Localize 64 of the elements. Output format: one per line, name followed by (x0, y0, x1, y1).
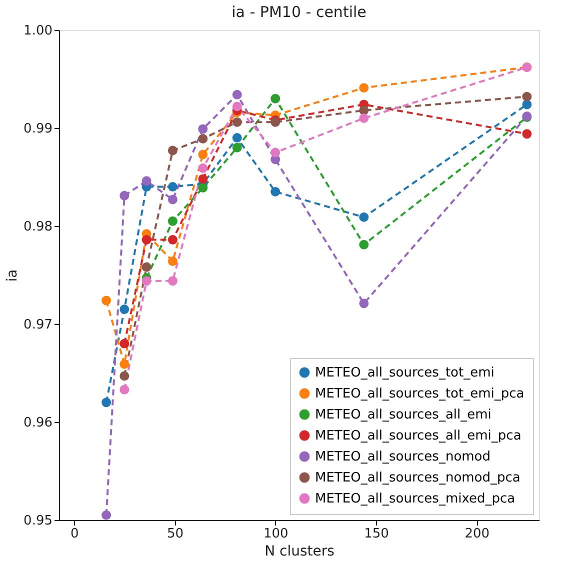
point (168, 256, 178, 266)
y-tick-label: 0.95 (24, 514, 52, 528)
point (198, 183, 208, 193)
y-tick-label: 0.98 (24, 220, 52, 234)
point (120, 384, 130, 394)
legend-label: METEO_all_sources_mixed_pca (315, 492, 516, 506)
x-axis-title: N clusters (264, 544, 334, 560)
point (168, 234, 178, 244)
point (232, 133, 242, 143)
point (198, 174, 208, 184)
point (359, 240, 369, 250)
point (102, 296, 112, 306)
y-tick-label: 0.96 (24, 416, 52, 430)
y-tick-label: 0.99 (24, 122, 52, 136)
x-tick-label: 0 (70, 526, 79, 542)
point (120, 304, 130, 314)
point (232, 142, 242, 152)
point (522, 92, 532, 102)
point (232, 102, 242, 112)
point (359, 212, 369, 222)
legend-label: METEO_all_sources_nomod (315, 450, 491, 464)
point (142, 176, 152, 186)
point (270, 148, 280, 158)
x-tick-label: 200 (464, 526, 490, 542)
x-tick-label: 100 (263, 526, 288, 542)
point (359, 106, 369, 116)
point (522, 100, 532, 110)
point (232, 90, 242, 100)
y-tick-label: 1.00 (24, 24, 52, 38)
legend-label: METEO_all_sources_tot_emi_pca (315, 386, 524, 402)
x-tick-label: 150 (364, 526, 389, 542)
chart-title: ia - PM10 - centile (232, 3, 366, 21)
point (102, 398, 112, 408)
legend-label: METEO_all_sources_nomod_pca (315, 470, 520, 486)
y-tick-label: 0.97 (24, 318, 52, 332)
legend-label: METEO_all_sources_tot_emi (315, 366, 494, 380)
legend-label: METEO_all_sources_all_emi (315, 408, 492, 422)
point (102, 510, 112, 520)
point (359, 113, 369, 123)
point (270, 186, 280, 196)
point (359, 83, 369, 93)
point (198, 124, 208, 134)
point (142, 276, 152, 286)
point (198, 163, 208, 173)
point (359, 298, 369, 308)
point (232, 117, 242, 127)
point (168, 216, 178, 226)
point (270, 94, 280, 104)
point (120, 338, 130, 348)
point (120, 359, 130, 369)
y-axis-title: ia (4, 269, 21, 282)
point (168, 276, 178, 286)
point (168, 182, 178, 192)
legend-label: METEO_all_sources_all_emi_pca (315, 428, 522, 444)
point (168, 194, 178, 204)
point (142, 262, 152, 272)
point (120, 190, 130, 200)
x-tick-label: 50 (166, 526, 184, 542)
point (198, 150, 208, 160)
point (168, 146, 178, 156)
point (522, 129, 532, 139)
point (198, 134, 208, 144)
point (120, 371, 130, 381)
point (142, 234, 152, 244)
